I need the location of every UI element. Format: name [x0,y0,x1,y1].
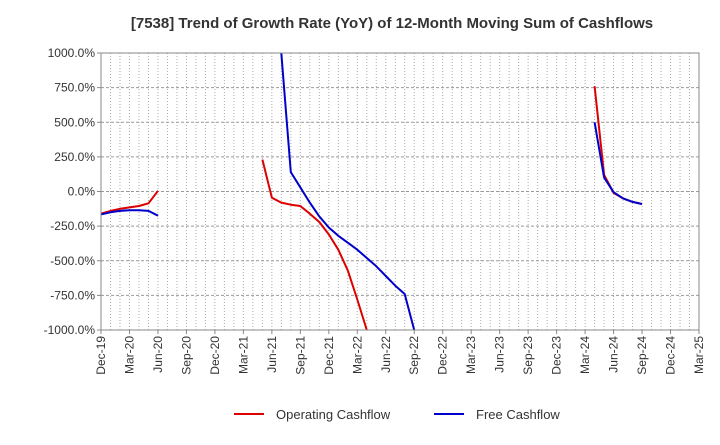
x-tick-label: Mar-23 [464,336,478,374]
chart-title: [7538] Trend of Growth Rate (YoY) of 12-… [131,15,653,32]
x-tick-label: Mar-21 [236,336,250,374]
x-tick-label: Dec-22 [436,336,450,375]
series-layer [101,53,643,330]
x-tick-label: Dec-20 [208,336,222,375]
x-tick-label: Sep-21 [293,336,307,375]
legend-label-free-cashflow: Free Cashflow [476,407,560,422]
x-tick-label: Jun-22 [379,336,393,373]
x-tick-label: Jun-23 [493,336,507,373]
x-tick-label: Jun-24 [607,336,621,373]
x-tick-label: Sep-22 [407,336,421,375]
y-tick-label: 750.0% [54,81,95,95]
x-tick-label: Mar-24 [578,336,592,374]
grid-layer [101,53,699,330]
x-tick-label: Dec-21 [322,336,336,375]
x-tick-label: Dec-19 [94,336,108,375]
y-tick-label: 1000.0% [48,46,96,60]
y-tick-label: 250.0% [54,150,95,164]
x-tick-label: Sep-23 [521,336,535,375]
x-tick-label: Sep-24 [635,336,649,375]
x-tick-label: Mar-25 [692,336,706,374]
x-tick-label: Mar-22 [350,336,364,374]
x-tick-label: Mar-20 [122,336,136,374]
x-tick-label: Dec-24 [664,336,678,375]
y-tick-label: -750.0% [50,288,95,302]
series-line-operating-cashflow-segment-2 [261,159,368,330]
series-line-free-cashflow-segment-3 [593,122,643,205]
x-axis-ticks: Dec-19 Mar-20 Jun-20 Sep-20 Dec-20 Mar-21 Jun-… [94,330,706,375]
legend-label-operating-cashflow: Operating Cashflow [276,407,391,422]
y-tick-label: 500.0% [54,115,95,129]
series-line-operating-cashflow-segment-1 [101,190,159,215]
y-axis-ticks: 1000.0% 750.0% 500.0% 250.0% 0.0% -250.0% -500… [44,46,101,337]
series-line-operating-cashflow-segment-3 [593,86,643,205]
x-tick-label: Jun-21 [265,336,279,373]
x-tick-label: Jun-20 [151,336,165,373]
series-line-free-cashflow-segment-2 [280,53,416,330]
y-tick-label: -250.0% [50,219,95,233]
plot-frame [100,52,700,331]
legend: Operating Cashflow Free Cashflow [234,407,560,422]
x-tick-label: Dec-23 [550,336,564,375]
y-tick-label: -1000.0% [44,323,96,337]
series-line-free-cashflow-segment-1 [101,209,159,217]
y-tick-label: -500.0% [50,254,95,268]
x-tick-label: Sep-20 [179,336,193,375]
y-tick-label: 0.0% [68,185,96,199]
